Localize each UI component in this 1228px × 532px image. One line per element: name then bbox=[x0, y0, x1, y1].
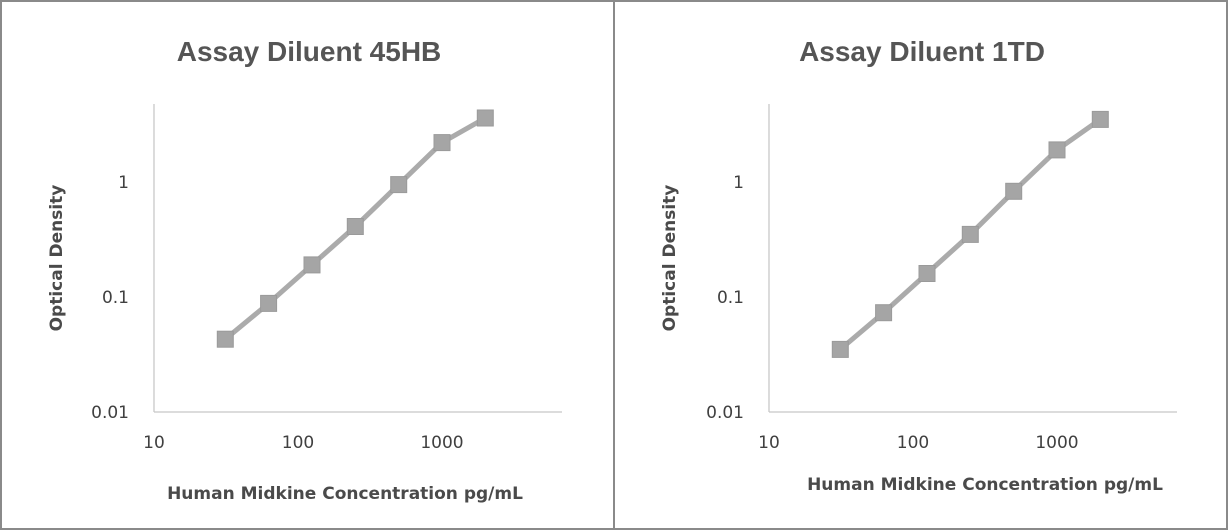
data-point-marker bbox=[346, 218, 364, 235]
data-point-marker bbox=[1048, 141, 1066, 159]
y-tick-label: 0.01 bbox=[706, 403, 744, 423]
chart-svg-right: Assay Diluent 1TD 1 0.1 0.01 10 100 1000… bbox=[660, 36, 1177, 495]
data-point-marker bbox=[831, 340, 849, 358]
plot-area bbox=[831, 110, 1109, 358]
y-tick-label: 0.1 bbox=[102, 288, 129, 308]
x-tick-label: 10 bbox=[758, 433, 780, 453]
data-point-marker bbox=[875, 304, 893, 322]
x-tick-label: 1000 bbox=[420, 433, 463, 453]
chart-title: Assay Diluent 1TD bbox=[799, 36, 1045, 67]
y-tick-label: 0.01 bbox=[91, 403, 129, 423]
data-point-marker bbox=[303, 256, 321, 274]
x-tick-label: 1000 bbox=[1035, 433, 1078, 453]
x-axis-label: Human Midkine Concentration pg/mL bbox=[807, 475, 1163, 495]
y-axis-label: Optical Density bbox=[47, 185, 67, 332]
data-point-marker bbox=[433, 134, 451, 152]
y-tick-label: 1 bbox=[118, 173, 129, 193]
data-point-marker bbox=[216, 330, 234, 348]
x-tick-label: 10 bbox=[143, 433, 165, 453]
x-tick-label: 100 bbox=[897, 433, 929, 453]
y-tick-label: 0.1 bbox=[717, 288, 744, 308]
chart-panel-left: Assay Diluent 45HB 1 0.1 0.01 10 100 100… bbox=[0, 0, 615, 530]
data-point-marker bbox=[390, 176, 408, 194]
data-point-marker bbox=[1091, 110, 1109, 128]
data-point-marker bbox=[918, 265, 936, 282]
chart-title: Assay Diluent 45HB bbox=[177, 36, 442, 67]
data-point-marker bbox=[1005, 182, 1023, 200]
plot-area bbox=[216, 109, 494, 348]
data-point-marker bbox=[961, 225, 979, 243]
x-tick-label: 100 bbox=[282, 433, 314, 453]
chart-svg-left: Assay Diluent 45HB 1 0.1 0.01 10 100 100… bbox=[47, 36, 562, 504]
data-point-marker bbox=[260, 294, 278, 312]
x-axis-label: Human Midkine Concentration pg/mL bbox=[167, 484, 523, 504]
data-point-marker bbox=[476, 109, 494, 127]
y-axis-label: Optical Density bbox=[660, 185, 680, 332]
y-tick-label: 1 bbox=[733, 173, 744, 193]
chart-panel-right: Assay Diluent 1TD 1 0.1 0.01 10 100 1000… bbox=[613, 0, 1228, 530]
